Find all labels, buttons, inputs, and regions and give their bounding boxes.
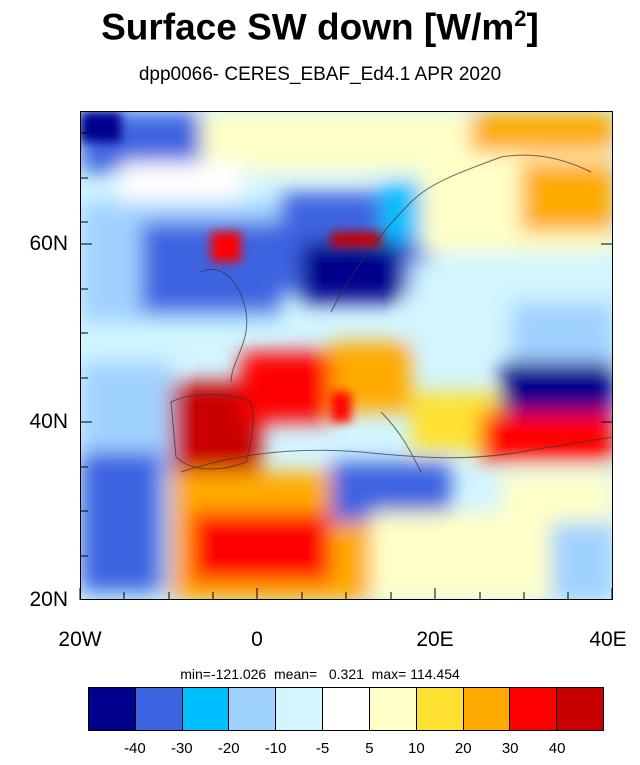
colorbar-box-2 [182,688,230,730]
colorbar-label: 20 [454,740,472,757]
map-plot-area [80,111,613,600]
colorbar-box-4 [276,688,324,730]
lat-label-40n: 40N [29,410,68,433]
colorbar-box-9 [510,688,558,730]
colorbar-box-1 [135,688,183,730]
lon-label-20e: 20E [416,628,454,651]
lat-label-20n: 20N [29,588,68,611]
colorbar-label: -5 [315,740,330,757]
colorbar [88,687,604,731]
map-subtitle: dpp0066- CERES_EBAF_Ed4.1 APR 2020 [138,64,502,85]
colorbar-box-8 [463,688,511,730]
lon-label-0: 0 [251,628,263,651]
colorbar-label: -40 [124,740,146,757]
map-title: Surface SW down [W/m2] [101,6,539,48]
lon-label-20w: 20W [58,628,102,651]
colorbar-box-7 [416,688,464,730]
colorbar-label: 30 [501,740,519,757]
colorbar-label: 40 [548,740,566,757]
lat-label-60n: 60N [29,232,68,255]
colorbar-box-3 [229,688,277,730]
colorbar-box-6 [369,688,417,730]
colorbar-box-0 [89,688,136,730]
stats-line: min=-121.026 mean= 0.321 max= 114.454 [180,666,460,682]
colorbar-label: -10 [264,740,287,757]
colorbar-label: 5 [365,740,374,757]
colorbar-box-10 [557,688,603,730]
colorbar-label: -30 [170,740,193,757]
anomaly-field [81,112,612,599]
lon-label-40e: 40E [589,628,627,651]
colorbar-label: -20 [217,740,240,757]
colorbar-box-5 [323,688,370,730]
colorbar-label: 10 [408,740,425,757]
